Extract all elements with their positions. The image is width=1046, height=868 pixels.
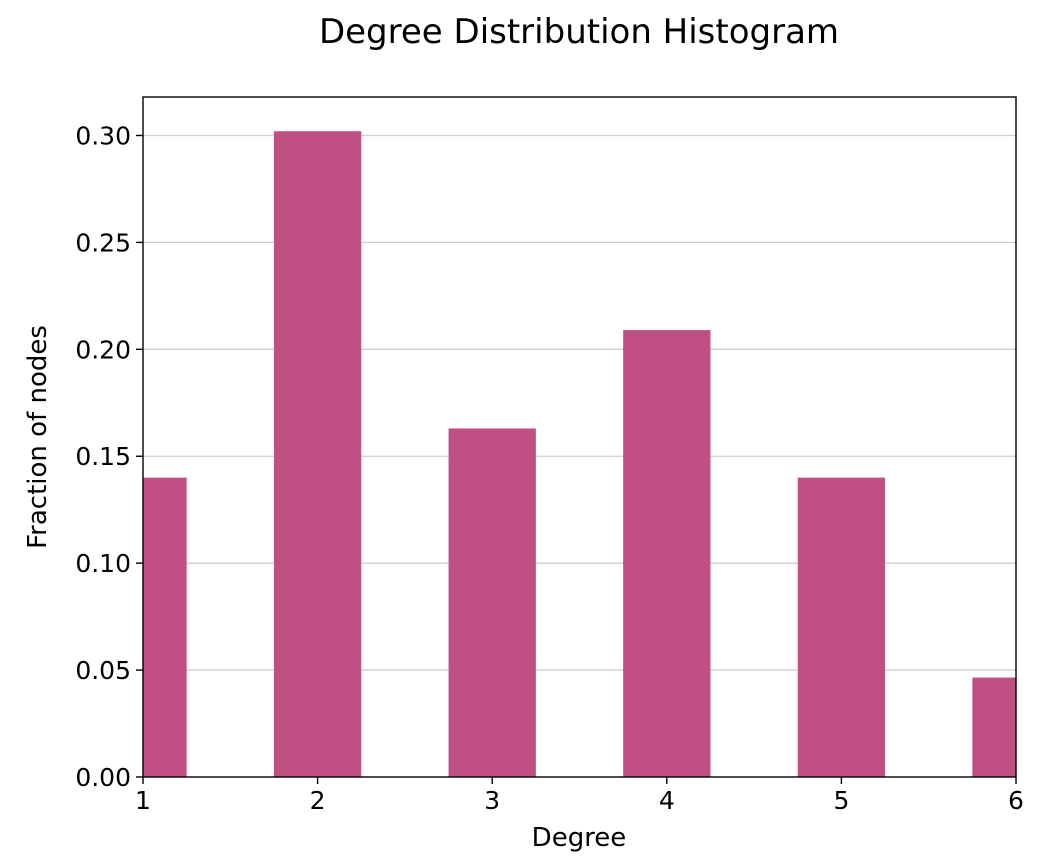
y-tick-label: 0.05 (75, 656, 131, 685)
bars (143, 131, 1016, 777)
y-tick-label: 0.20 (75, 335, 131, 364)
x-axis-label: Degree (532, 823, 627, 853)
x-tick-label: 6 (1008, 786, 1024, 815)
chart-title: Degree Distribution Histogram (319, 12, 839, 52)
histogram-bar (623, 330, 711, 777)
y-axis-label: Fraction of nodes (23, 325, 53, 549)
x-tick-label: 5 (833, 786, 849, 815)
histogram-bar (448, 428, 536, 777)
x-tick-label: 2 (310, 786, 326, 815)
plot-frame (142, 96, 1017, 778)
x-tick-label: 4 (659, 786, 675, 815)
x-tick-label: 1 (135, 786, 151, 815)
histogram-bar (972, 677, 1016, 777)
x-tick-label: 3 (484, 786, 500, 815)
y-tick-label: 0.25 (75, 228, 131, 257)
y-tick-label: 0.10 (75, 549, 131, 578)
x-axis-ticks: 1 2 3 4 5 6 (135, 777, 1024, 815)
y-tick-label: 0.00 (75, 763, 131, 792)
histogram-bar (273, 131, 362, 777)
y-axis-ticks: 0.00 0.05 0.10 0.15 0.20 0.25 0.30 (75, 121, 143, 792)
y-tick-label: 0.15 (75, 442, 131, 471)
y-tick-label: 0.30 (75, 121, 131, 150)
histogram-bar (143, 477, 187, 777)
histogram-bar (797, 477, 886, 777)
